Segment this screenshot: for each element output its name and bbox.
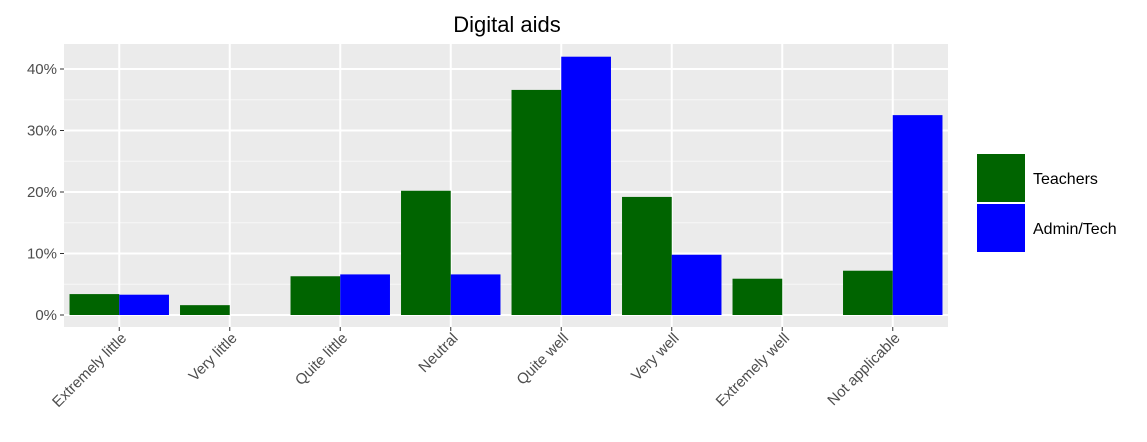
y-axis: 0% 10% 20% 30% 40% (27, 61, 64, 324)
minor-gridlines (64, 99, 948, 285)
legend-key-admin-tech (977, 204, 1025, 252)
legend-label: Admin/Tech (1033, 221, 1117, 238)
x-tick-label: Quite well (513, 330, 572, 389)
bar-teachers (622, 196, 672, 315)
x-axis: Extremely little Very little Quite little N… (49, 327, 904, 411)
y-tick-label: 0% (35, 307, 57, 324)
bar-admin-tech (671, 254, 722, 315)
bar-teachers (180, 305, 230, 315)
bar-teachers (843, 270, 893, 315)
y-tick-label: 20% (27, 184, 57, 201)
x-tick-label: Very well (628, 330, 682, 384)
bar-admin-tech (892, 115, 943, 315)
plot-panel (64, 44, 948, 327)
legend: Teachers Admin/Tech (977, 154, 1117, 252)
x-tick-label: Quite little (292, 330, 351, 389)
bars (69, 56, 943, 315)
x-tick-label: Extremely little (49, 330, 130, 411)
x-tick-label: Neutral (415, 330, 461, 376)
bar-teachers (732, 278, 783, 315)
bar-admin-tech (450, 274, 501, 315)
bar-admin-tech (340, 274, 390, 315)
bar-teachers (290, 276, 341, 315)
major-gridlines (64, 44, 948, 327)
y-tick-label: 30% (27, 123, 57, 140)
bar-admin-tech (561, 56, 611, 315)
x-tick-label: Not applicable (824, 330, 903, 409)
legend-label: Teachers (1033, 171, 1098, 188)
y-tick-label: 40% (27, 61, 57, 78)
bar-teachers (401, 190, 451, 315)
bar-admin-tech (119, 294, 169, 315)
chart-title: Digital aids (453, 12, 561, 37)
bar-teachers (511, 89, 562, 315)
x-tick-label: Very little (186, 330, 241, 385)
bar-teachers (69, 294, 120, 315)
y-tick-label: 10% (27, 246, 57, 263)
legend-key-teachers (977, 154, 1025, 202)
x-tick-label: Extremely well (713, 330, 793, 410)
